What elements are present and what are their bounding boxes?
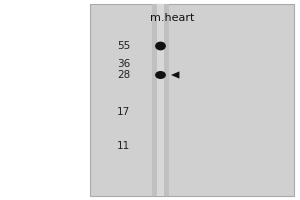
Text: m.heart: m.heart xyxy=(150,13,195,23)
Polygon shape xyxy=(171,71,179,79)
Text: 36: 36 xyxy=(117,59,130,69)
Ellipse shape xyxy=(155,71,166,79)
Text: 55: 55 xyxy=(117,41,130,51)
Bar xyxy=(90,4,294,196)
Text: 28: 28 xyxy=(117,70,130,80)
Text: 17: 17 xyxy=(117,107,130,117)
Bar xyxy=(152,4,169,196)
Text: 11: 11 xyxy=(117,141,130,151)
Bar xyxy=(157,4,164,196)
Ellipse shape xyxy=(155,42,166,50)
